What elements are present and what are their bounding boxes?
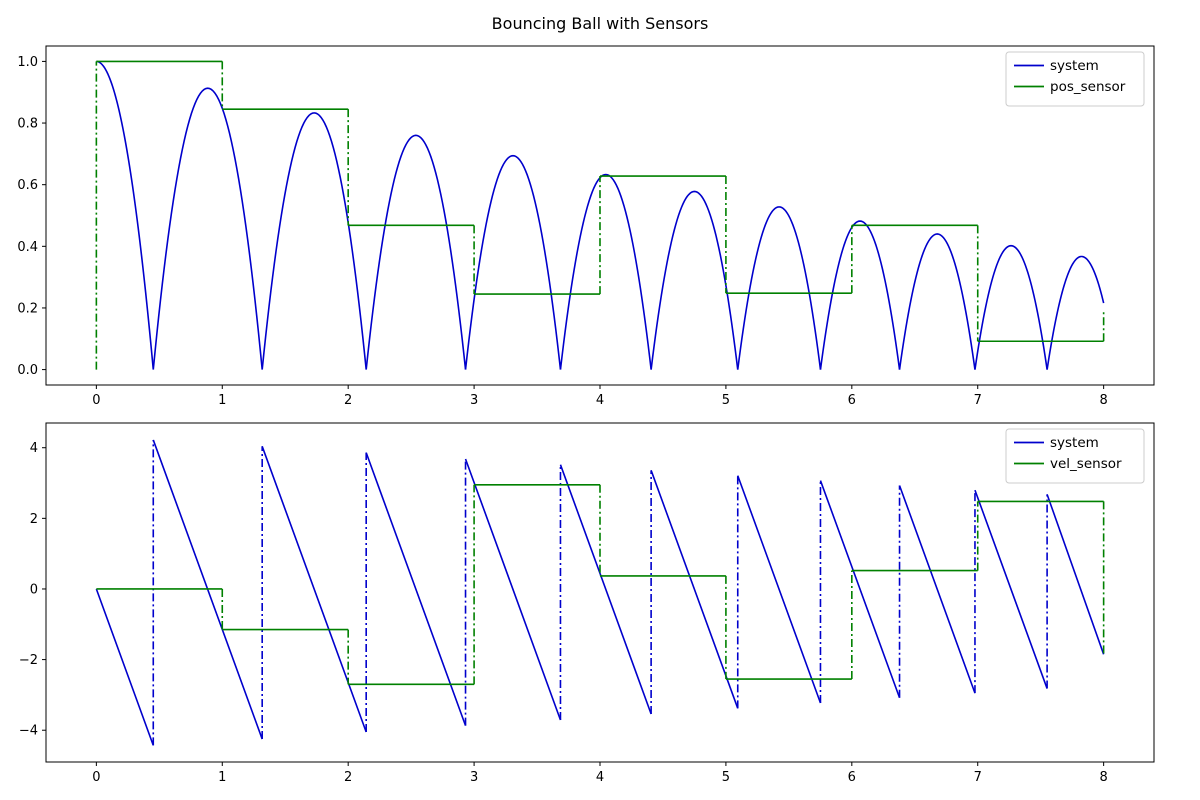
chart-title: Bouncing Ball with Sensors (492, 14, 709, 33)
velocity-ytick-label: −4 (19, 724, 38, 739)
position-xtick-label: 5 (722, 393, 730, 408)
velocity-xtick-label: 5 (722, 770, 730, 785)
position-system-arc (974, 244, 1048, 370)
position-system-arc (736, 206, 822, 370)
position-system-arc (261, 112, 367, 370)
velocity-legend-label: system (1050, 435, 1099, 451)
position-ytick-label: 1.0 (17, 55, 38, 70)
velocity-xtick-label: 2 (344, 770, 352, 785)
velocity-ytick-label: 0 (30, 582, 38, 597)
velocity-ytick-label: 4 (30, 441, 38, 456)
position-legend-label: system (1050, 58, 1099, 74)
velocity-system-segment (365, 452, 467, 726)
position-ytick-label: 0.2 (17, 301, 38, 316)
velocity-system-segment (736, 475, 822, 704)
velocity-system-segment (95, 588, 155, 746)
position-system-arc (650, 190, 739, 370)
position-system-arc (559, 173, 652, 370)
velocity-legend: system vel_sensor (1005, 428, 1145, 484)
velocity-system-segment (464, 458, 562, 721)
position-ytick-label: 0.0 (17, 363, 38, 378)
velocity-xtick-label: 1 (218, 770, 226, 785)
position-system-arc (819, 220, 901, 370)
velocity-xtick-label: 3 (470, 770, 478, 785)
velocity-system-segment (898, 485, 976, 694)
position-system-arc (96, 60, 155, 370)
position-xtick-label: 4 (596, 393, 604, 408)
position-system-arc (1046, 255, 1105, 370)
velocity-xtick-label: 0 (92, 770, 100, 785)
velocity-system-segment (819, 480, 901, 699)
position-system-arc (464, 154, 562, 370)
position-system-arc (152, 87, 263, 370)
position-xtick-label: 0 (92, 393, 100, 408)
velocity-xtick-label: 7 (974, 770, 982, 785)
velocity-system-segment (974, 489, 1048, 689)
velocity-xtick-label: 4 (596, 770, 604, 785)
position-legend-label: pos_sensor (1050, 79, 1126, 95)
position-xtick-label: 1 (218, 393, 226, 408)
velocity-system-segment (559, 464, 652, 715)
velocity-xtick-label: 6 (848, 770, 856, 785)
position-system-arc (365, 134, 467, 370)
position-subplot: 0 1 2 3 4 5 6 7 8 0.0 0.2 0.4 0.6 0.8 1.0 system pos_se… (17, 45, 1155, 408)
position-xtick-label: 7 (974, 393, 982, 408)
position-ytick-label: 0.8 (17, 117, 38, 132)
velocity-system-segment (1046, 494, 1105, 655)
velocity-ytick-label: −2 (19, 653, 38, 668)
position-legend: system pos_sensor (1005, 51, 1145, 107)
position-xtick-label: 3 (470, 393, 478, 408)
velocity-xtick-label: 8 (1099, 770, 1107, 785)
position-ytick-label: 0.6 (17, 178, 38, 193)
position-system-arc (898, 233, 976, 370)
position-xtick-label: 2 (344, 393, 352, 408)
position-xtick-label: 6 (848, 393, 856, 408)
position-ytick-label: 0.4 (17, 240, 38, 255)
velocity-ytick-label: 2 (30, 512, 38, 527)
velocity-subplot: 0 1 2 3 4 5 6 7 8 −4 −2 0 2 4 system vel_sensor (19, 422, 1155, 785)
position-xtick-label: 8 (1099, 393, 1107, 408)
velocity-system-segment (650, 470, 739, 709)
velocity-legend-label: vel_sensor (1050, 456, 1122, 472)
